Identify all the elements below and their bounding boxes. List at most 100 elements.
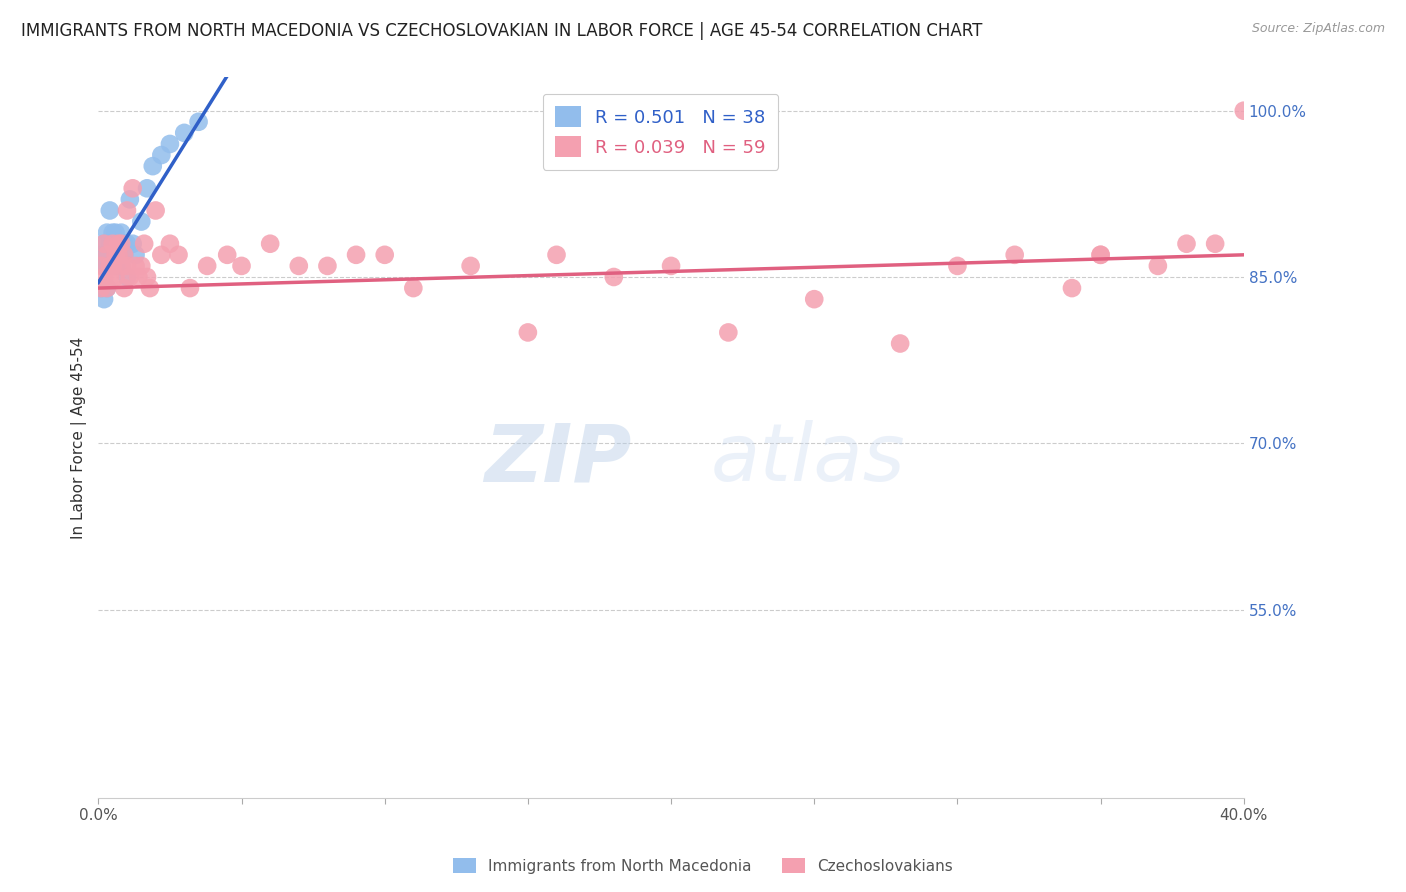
Point xyxy=(516,326,538,340)
Point xyxy=(107,248,129,262)
Point xyxy=(173,126,195,140)
Point xyxy=(101,236,124,251)
Point xyxy=(98,270,121,285)
Point xyxy=(107,248,129,262)
Point xyxy=(195,259,218,273)
Point xyxy=(1090,248,1112,262)
Point xyxy=(124,259,146,273)
Point xyxy=(134,236,156,251)
Point xyxy=(93,236,115,251)
Point xyxy=(101,259,124,273)
Point xyxy=(98,248,121,262)
Point xyxy=(127,270,149,285)
Point xyxy=(96,248,118,262)
Point xyxy=(118,193,141,207)
Point xyxy=(118,270,141,285)
Point xyxy=(96,226,118,240)
Point xyxy=(136,181,159,195)
Point xyxy=(136,270,159,285)
Point xyxy=(121,181,143,195)
Text: IMMIGRANTS FROM NORTH MACEDONIA VS CZECHOSLOVAKIAN IN LABOR FORCE | AGE 45-54 CO: IMMIGRANTS FROM NORTH MACEDONIA VS CZECH… xyxy=(21,22,983,40)
Point xyxy=(124,248,146,262)
Point xyxy=(96,281,118,295)
Point xyxy=(112,248,135,262)
Point xyxy=(1147,259,1170,273)
Point xyxy=(110,236,132,251)
Y-axis label: In Labor Force | Age 45-54: In Labor Force | Age 45-54 xyxy=(72,336,87,539)
Point xyxy=(96,281,118,295)
Point xyxy=(115,270,138,285)
Point xyxy=(90,281,112,295)
Point xyxy=(145,203,167,218)
Point xyxy=(104,248,127,262)
Point xyxy=(167,248,190,262)
Point xyxy=(104,259,127,273)
Text: atlas: atlas xyxy=(711,420,905,499)
Point xyxy=(112,248,135,262)
Point xyxy=(159,236,181,251)
Point xyxy=(288,259,311,273)
Point xyxy=(93,270,115,285)
Point xyxy=(115,236,138,251)
Point xyxy=(110,259,132,273)
Point xyxy=(93,292,115,306)
Point xyxy=(259,236,281,251)
Point xyxy=(110,226,132,240)
Point xyxy=(98,203,121,218)
Point xyxy=(101,248,124,262)
Point xyxy=(104,226,127,240)
Point xyxy=(131,259,153,273)
Point xyxy=(946,259,969,273)
Point xyxy=(90,259,112,273)
Point xyxy=(115,259,138,273)
Text: Source: ZipAtlas.com: Source: ZipAtlas.com xyxy=(1251,22,1385,36)
Point xyxy=(187,115,209,129)
Point xyxy=(90,281,112,295)
Point xyxy=(374,248,396,262)
Point xyxy=(107,248,129,262)
Point xyxy=(1233,103,1256,118)
Point xyxy=(603,270,626,285)
Legend: R = 0.501   N = 38, R = 0.039   N = 59: R = 0.501 N = 38, R = 0.039 N = 59 xyxy=(543,94,778,169)
Point xyxy=(93,259,115,273)
Legend: Immigrants from North Macedonia, Czechoslovakians: Immigrants from North Macedonia, Czechos… xyxy=(447,852,959,880)
Point xyxy=(889,336,911,351)
Point xyxy=(546,248,568,262)
Point xyxy=(112,281,135,295)
Point xyxy=(104,270,127,285)
Point xyxy=(150,248,173,262)
Point xyxy=(150,148,173,162)
Point xyxy=(231,259,253,273)
Point xyxy=(159,136,181,151)
Point xyxy=(93,236,115,251)
Point xyxy=(131,214,153,228)
Point xyxy=(98,259,121,273)
Point xyxy=(107,236,129,251)
Point xyxy=(139,281,162,295)
Point xyxy=(107,236,129,251)
Point xyxy=(717,326,740,340)
Point xyxy=(659,259,682,273)
Point xyxy=(96,259,118,273)
Point xyxy=(344,248,367,262)
Point xyxy=(1204,236,1226,251)
Point xyxy=(110,259,132,273)
Point xyxy=(101,226,124,240)
Point xyxy=(112,236,135,251)
Point xyxy=(1175,236,1198,251)
Point xyxy=(1004,248,1026,262)
Text: ZIP: ZIP xyxy=(484,420,631,499)
Point xyxy=(460,259,482,273)
Point xyxy=(217,248,239,262)
Point xyxy=(101,236,124,251)
Point xyxy=(121,236,143,251)
Point xyxy=(115,203,138,218)
Point xyxy=(1060,281,1083,295)
Point xyxy=(110,236,132,251)
Point xyxy=(96,248,118,262)
Point xyxy=(90,248,112,262)
Point xyxy=(179,281,201,295)
Point xyxy=(1090,248,1112,262)
Point xyxy=(142,159,165,173)
Point xyxy=(803,292,825,306)
